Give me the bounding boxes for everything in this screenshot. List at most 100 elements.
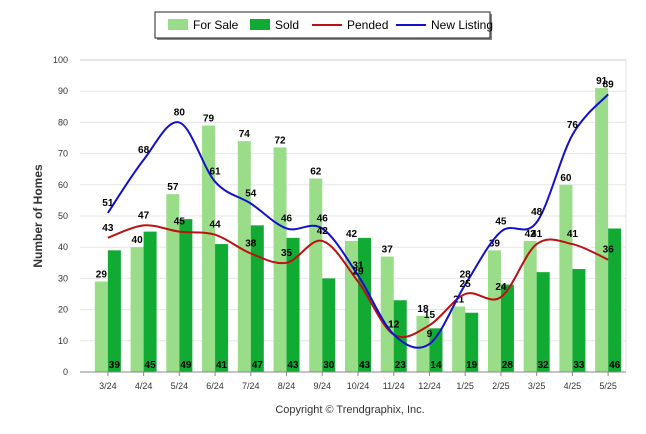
bar-label-sold: 19 — [466, 360, 478, 371]
bar-label-sold: 41 — [216, 360, 228, 371]
y-axis-title: Number of Homes — [31, 164, 45, 268]
y-tick-label: 0 — [63, 367, 68, 377]
bar-label-for-sale: 72 — [274, 135, 286, 146]
legend-swatch-for-sale — [168, 19, 188, 30]
y-tick-label: 20 — [58, 305, 68, 315]
bar-sold — [286, 237, 300, 372]
bar-for-sale — [380, 256, 394, 372]
bar-for-sale — [523, 240, 537, 372]
line-label-pended: 35 — [281, 248, 293, 259]
bar-label-sold: 43 — [287, 360, 299, 371]
line-label-new-listing: 9 — [427, 329, 433, 340]
bar-for-sale — [166, 194, 180, 372]
legend-swatch-sold — [250, 19, 270, 30]
x-tick-label: 6/24 — [206, 381, 224, 391]
bar-label-sold: 23 — [395, 360, 407, 371]
bar-label-sold: 33 — [573, 360, 585, 371]
line-label-pended: 41 — [531, 229, 543, 240]
bar-sold — [465, 312, 479, 372]
bar-for-sale — [309, 178, 323, 372]
x-tick-label: 4/24 — [135, 381, 153, 391]
line-label-pended: 41 — [567, 229, 579, 240]
bar-label-for-sale: 60 — [560, 173, 572, 184]
line-label-new-listing: 12 — [388, 320, 400, 331]
x-tick-label: 3/25 — [528, 381, 546, 391]
bar-for-sale — [345, 240, 358, 372]
bar-sold — [608, 228, 622, 372]
bar-label-sold: 43 — [359, 360, 371, 371]
bar-label-for-sale: 42 — [525, 229, 537, 240]
bar-sold — [322, 278, 336, 372]
x-tick-label: 11/24 — [383, 381, 405, 391]
bar-label-for-sale: 74 — [239, 129, 251, 140]
x-tick-label: 4/25 — [564, 381, 582, 391]
bar-label-for-sale: 40 — [132, 235, 144, 246]
line-label-new-listing: 80 — [174, 107, 186, 118]
x-tick-label: 8/24 — [278, 381, 296, 391]
x-tick-label: 7/24 — [242, 381, 260, 391]
line-label-pended: 38 — [245, 238, 257, 249]
x-tick-label: 3/24 — [99, 381, 117, 391]
y-tick-label: 100 — [53, 55, 68, 65]
line-label-pended: 47 — [138, 210, 150, 221]
bar-label-sold: 46 — [609, 360, 621, 371]
bar-label-for-sale: 37 — [382, 245, 394, 256]
bar-for-sale — [202, 125, 216, 373]
bar-for-sale — [94, 281, 108, 372]
line-label-new-listing: 28 — [460, 270, 472, 281]
x-tick-label: 5/24 — [171, 381, 189, 391]
y-tick-label: 40 — [58, 242, 68, 252]
line-label-pended: 36 — [603, 245, 615, 256]
line-label-new-listing: 89 — [603, 79, 615, 90]
bar-label-sold: 45 — [145, 360, 157, 371]
y-tick-label: 30 — [58, 273, 68, 283]
line-label-new-listing: 46 — [281, 213, 293, 224]
y-tick-label: 90 — [58, 86, 68, 96]
bar-label-for-sale: 42 — [346, 229, 358, 240]
bar-sold — [250, 225, 264, 372]
bar-sold — [107, 250, 121, 372]
bar-for-sale — [487, 250, 501, 372]
line-label-pended: 44 — [210, 220, 222, 231]
line-label-pended: 12 — [388, 320, 400, 331]
x-tick-label: 9/24 — [314, 381, 332, 391]
line-label-new-listing: 45 — [495, 217, 507, 228]
line-label-new-listing: 61 — [210, 167, 222, 178]
bar-label-for-sale: 18 — [417, 304, 429, 315]
x-tick-label: 5/25 — [599, 381, 617, 391]
line-label-new-listing: 76 — [567, 120, 579, 131]
bar-label-sold: 49 — [180, 360, 192, 371]
line-label-new-listing: 31 — [352, 260, 364, 271]
bar-sold — [179, 219, 193, 372]
bar-for-sale — [595, 88, 609, 372]
bar-sold — [500, 284, 514, 372]
y-tick-label: 10 — [58, 336, 68, 346]
line-label-pended: 43 — [102, 223, 114, 234]
bar-sold — [429, 328, 443, 372]
bar-for-sale — [237, 141, 251, 372]
line-label-new-listing: 51 — [102, 198, 114, 209]
line-label-new-listing: 54 — [245, 189, 257, 200]
line-new-listing — [107, 93, 609, 349]
line-label-pended: 45 — [174, 217, 186, 228]
legend-label-new-listing: New Listing — [431, 18, 493, 32]
copyright-text: Copyright © Trendgraphix, Inc. — [275, 404, 424, 416]
line-label-pended: 42 — [317, 226, 329, 237]
plot-area: 0 10 20 30 40 50 60 70 80 90 100 29 39 40 45 57 49 79 41 7… — [53, 55, 627, 391]
legend: For Sale Sold Pended New Listing — [154, 11, 493, 40]
bar-for-sale — [130, 247, 144, 372]
bar-sold — [143, 231, 157, 372]
y-tick-label: 60 — [58, 180, 68, 190]
bar-label-sold: 39 — [109, 360, 121, 371]
bar-for-sale — [273, 147, 287, 372]
line-pended — [107, 224, 609, 339]
bar-label-for-sale: 39 — [489, 238, 501, 249]
bar-label-sold: 32 — [538, 360, 550, 371]
y-tick-label: 70 — [58, 149, 68, 159]
line-label-pended: 29 — [352, 267, 364, 278]
bar-sold — [572, 269, 586, 372]
bar-for-sale — [416, 315, 430, 372]
bar-sold — [215, 244, 229, 372]
line-label-new-listing: 68 — [138, 145, 150, 156]
